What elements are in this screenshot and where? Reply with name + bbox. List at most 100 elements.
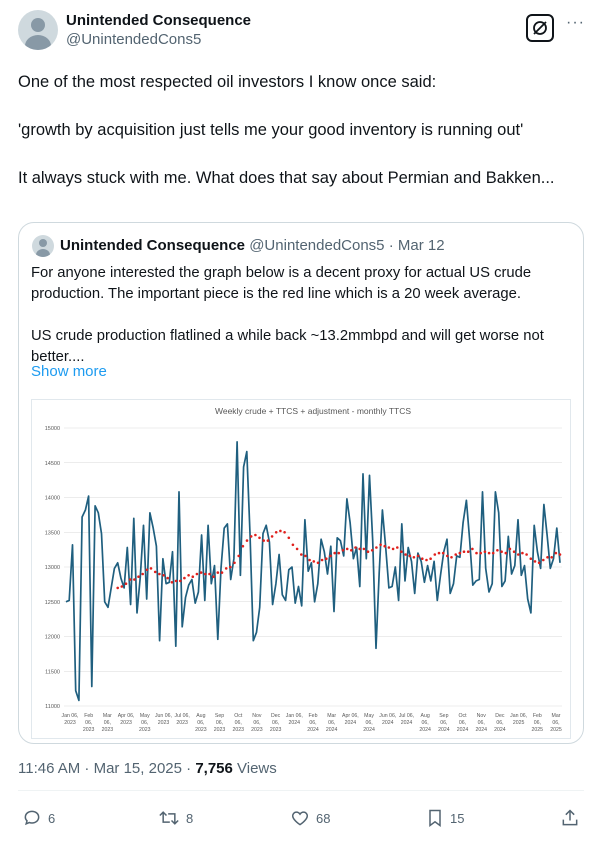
x-tick-label: Apr 06, 2023	[118, 713, 135, 726]
average-point	[471, 547, 474, 551]
average-point	[487, 551, 491, 555]
like-button[interactable]: 68	[290, 808, 330, 828]
average-point	[375, 546, 378, 549]
author-handle[interactable]: @UnintendedCons5	[66, 31, 202, 48]
average-point	[479, 551, 483, 555]
average-point	[258, 536, 261, 540]
average-point	[128, 578, 132, 581]
average-point	[149, 567, 153, 570]
repost-count: 8	[186, 810, 194, 826]
x-tick-label: Jun 06, 2023	[155, 713, 172, 726]
y-tick-label: 14000	[45, 496, 60, 502]
average-point	[366, 550, 370, 553]
average-point	[208, 572, 211, 576]
average-point	[391, 547, 395, 551]
tweet-paragraph: 'growth by acquisition just tells me you…	[18, 121, 524, 139]
repost-button[interactable]: 8	[158, 808, 193, 828]
more-options-icon[interactable]: ···	[566, 14, 585, 31]
average-point	[425, 558, 428, 562]
y-tick-label: 11500	[45, 669, 60, 675]
divider	[18, 790, 584, 791]
x-tick-label: Jan 06, 2025	[510, 713, 527, 726]
x-tick-label: Dec 06, 2024	[494, 713, 506, 733]
average-point	[341, 549, 345, 552]
quoted-tweet[interactable]: Unintended Consequence @UnintendedCons5 …	[18, 222, 584, 744]
average-point	[254, 533, 257, 537]
average-point	[120, 585, 124, 588]
average-point	[512, 550, 516, 553]
x-tick-label: Jan 06, 2023	[61, 713, 78, 726]
y-tick-label: 12000	[45, 635, 60, 641]
show-more-link[interactable]: Show more	[31, 363, 107, 380]
average-point	[396, 546, 399, 549]
average-point	[325, 557, 328, 560]
author-avatar[interactable]	[18, 10, 58, 50]
average-point	[408, 554, 412, 558]
reply-button[interactable]: 6	[22, 808, 55, 828]
average-point	[283, 531, 286, 534]
share-icon	[562, 809, 578, 826]
average-point	[266, 539, 270, 542]
author-name[interactable]: Unintended Consequence	[66, 12, 252, 29]
average-point	[491, 551, 495, 555]
bookmark-button[interactable]: 15	[426, 808, 464, 828]
y-tick-label: 12500	[45, 600, 60, 606]
bookmark-icon	[429, 809, 441, 827]
x-tick-label: Sep 06, 2023	[214, 713, 226, 733]
views-count: 7,756	[195, 760, 233, 777]
x-tick-label: Jul 06, 2023	[175, 713, 190, 726]
y-tick-label: 14500	[45, 461, 60, 467]
average-point	[220, 571, 224, 574]
reply-count: 6	[48, 810, 56, 826]
quote-avatar	[32, 235, 54, 257]
x-tick-label: Mar 06, 2025	[550, 713, 562, 733]
average-point	[458, 551, 462, 555]
x-tick-label: Sep 06, 2024	[438, 713, 450, 733]
average-point	[533, 560, 537, 563]
post-time[interactable]: 11:46 AM · Mar 15, 2025 ·	[18, 760, 196, 777]
like-count: 68	[316, 810, 331, 826]
x-tick-label: Oct 06, 2023	[232, 713, 244, 733]
x-tick-label: Nov 06, 2024	[475, 713, 487, 733]
x-tick-label: Aug 06, 2024	[419, 713, 431, 733]
bookmark-count: 15	[450, 810, 465, 826]
average-point	[379, 543, 382, 547]
tweet-paragraph: It always stuck with me. What does that …	[18, 169, 555, 187]
average-point	[354, 546, 357, 549]
average-point	[504, 551, 508, 555]
average-point	[304, 554, 307, 558]
average-point	[300, 553, 303, 556]
average-point	[387, 546, 391, 549]
average-point	[162, 574, 165, 577]
average-point	[204, 572, 207, 576]
average-point	[316, 561, 320, 565]
average-point	[454, 553, 458, 556]
y-tick-label: 13000	[45, 565, 60, 571]
average-point	[116, 586, 119, 590]
share-button[interactable]	[560, 808, 580, 828]
average-point	[291, 543, 295, 547]
average-point	[153, 570, 157, 574]
average-point	[433, 553, 437, 556]
average-point	[270, 535, 274, 538]
x-tick-label: Oct 06, 2024	[457, 713, 469, 733]
average-point	[199, 571, 203, 574]
average-point	[508, 547, 512, 551]
chart-svg: Weekly crude + TTCS + adjustment - month…	[45, 406, 562, 733]
average-point	[429, 557, 432, 560]
average-point	[554, 551, 558, 555]
average-point	[308, 558, 311, 562]
x-tick-label: Mar 06, 2024	[326, 713, 338, 733]
x-tick-label: May 06, 2023	[139, 713, 151, 733]
average-point	[279, 529, 282, 533]
grok-icon[interactable]	[526, 14, 554, 42]
average-point	[233, 561, 236, 565]
tweet-paragraph: One of the most respected oil investors …	[18, 73, 437, 91]
x-tick-label: Feb 06, 2025	[532, 713, 544, 733]
reply-icon	[24, 810, 40, 826]
x-tick-label: Jul 06, 2024	[399, 713, 414, 726]
x-tick-label: Nov 06, 2023	[251, 713, 263, 733]
average-point	[337, 551, 341, 555]
average-point	[404, 553, 407, 556]
average-point	[183, 576, 186, 580]
